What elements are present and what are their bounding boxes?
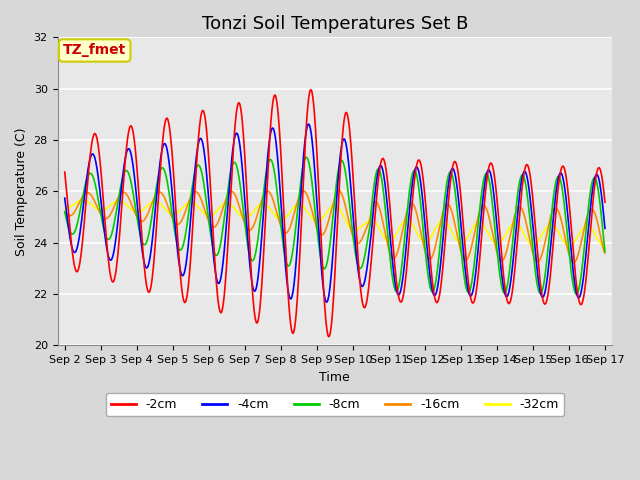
X-axis label: Time: Time — [319, 371, 350, 384]
Title: Tonzi Soil Temperatures Set B: Tonzi Soil Temperatures Set B — [202, 15, 468, 33]
Y-axis label: Soil Temperature (C): Soil Temperature (C) — [15, 127, 28, 255]
Legend: -2cm, -4cm, -8cm, -16cm, -32cm: -2cm, -4cm, -8cm, -16cm, -32cm — [106, 393, 564, 416]
Text: TZ_fmet: TZ_fmet — [63, 44, 126, 58]
